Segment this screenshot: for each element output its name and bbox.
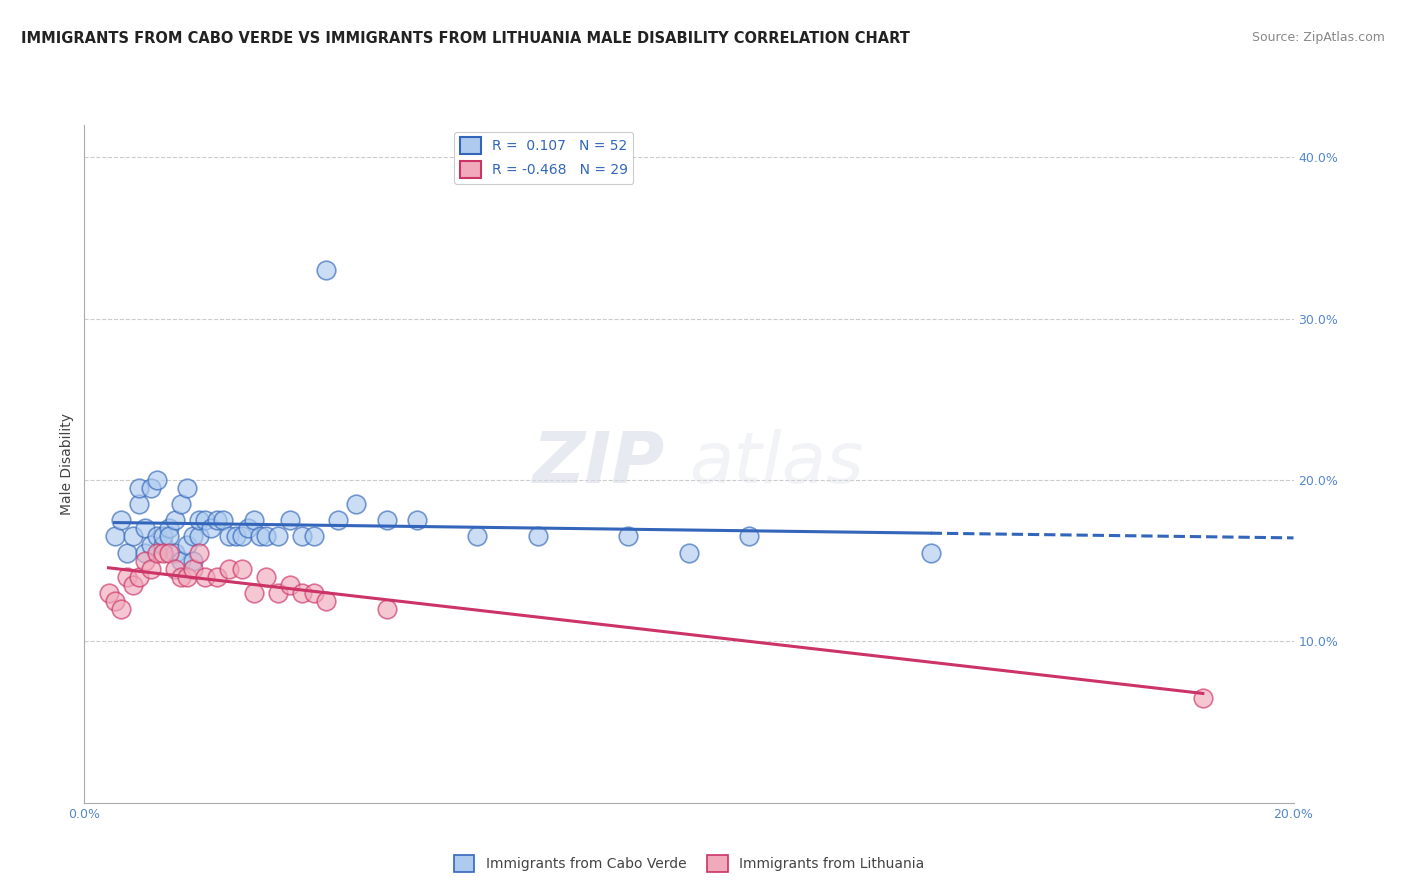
Point [176, 570, 198, 584]
Point [406, 513, 429, 527]
Point [152, 537, 174, 551]
Point [152, 529, 174, 543]
Point [110, 602, 132, 616]
Text: IMMIGRANTS FROM CABO VERDE VS IMMIGRANTS FROM LITHUANIA MALE DISABILITY CORRELAT: IMMIGRANTS FROM CABO VERDE VS IMMIGRANTS… [21, 31, 910, 46]
Point [346, 497, 368, 511]
Point [134, 546, 156, 560]
Point [170, 570, 193, 584]
Point [218, 529, 240, 543]
Point [328, 513, 350, 527]
Point [254, 529, 277, 543]
Point [375, 513, 398, 527]
Point [128, 497, 150, 511]
Point [170, 497, 193, 511]
Point [249, 529, 271, 543]
Point [738, 529, 761, 543]
Point [375, 602, 398, 616]
Point [225, 529, 247, 543]
Point [236, 521, 259, 535]
Point [104, 529, 127, 543]
Point [218, 562, 240, 576]
Text: Source: ZipAtlas.com: Source: ZipAtlas.com [1251, 31, 1385, 45]
Point [110, 513, 132, 527]
Point [97, 586, 120, 600]
Point [134, 521, 156, 535]
Point [291, 529, 314, 543]
Point [121, 578, 143, 592]
Point [146, 473, 169, 487]
Point [194, 570, 217, 584]
Point [176, 537, 198, 551]
Point [181, 562, 204, 576]
Point [157, 546, 180, 560]
Point [194, 513, 217, 527]
Point [139, 537, 162, 551]
Point [139, 562, 162, 576]
Point [165, 562, 187, 576]
Point [617, 529, 640, 543]
Point [188, 513, 211, 527]
Point [134, 554, 156, 568]
Point [231, 529, 253, 543]
Point [315, 594, 337, 608]
Point [165, 546, 187, 560]
Point [115, 570, 138, 584]
Point [157, 521, 180, 535]
Point [207, 570, 229, 584]
Y-axis label: Male Disability: Male Disability [60, 413, 75, 515]
Text: ZIP: ZIP [533, 429, 665, 499]
Point [467, 529, 489, 543]
Point [152, 546, 174, 560]
Point [231, 562, 253, 576]
Point [165, 513, 187, 527]
Point [242, 513, 264, 527]
Point [302, 529, 325, 543]
Point [315, 263, 337, 277]
Point [267, 529, 290, 543]
Point [278, 513, 301, 527]
Point [128, 570, 150, 584]
Point [188, 546, 211, 560]
Point [254, 570, 277, 584]
Point [207, 513, 229, 527]
Point [302, 586, 325, 600]
Point [278, 578, 301, 592]
Text: atlas: atlas [689, 429, 863, 499]
Point [527, 529, 550, 543]
Point [181, 554, 204, 568]
Point [678, 546, 700, 560]
Point [181, 529, 204, 543]
Point [115, 546, 138, 560]
Point [176, 481, 198, 495]
Point [212, 513, 235, 527]
Point [200, 521, 222, 535]
Point [170, 554, 193, 568]
Point [1192, 690, 1215, 705]
Point [146, 529, 169, 543]
Point [291, 586, 314, 600]
Point [139, 481, 162, 495]
Point [121, 529, 143, 543]
Legend: Immigrants from Cabo Verde, Immigrants from Lithuania: Immigrants from Cabo Verde, Immigrants f… [449, 849, 929, 877]
Point [104, 594, 127, 608]
Point [242, 586, 264, 600]
Point [146, 546, 169, 560]
Point [128, 481, 150, 495]
Point [920, 546, 942, 560]
Point [267, 586, 290, 600]
Point [188, 529, 211, 543]
Point [157, 529, 180, 543]
